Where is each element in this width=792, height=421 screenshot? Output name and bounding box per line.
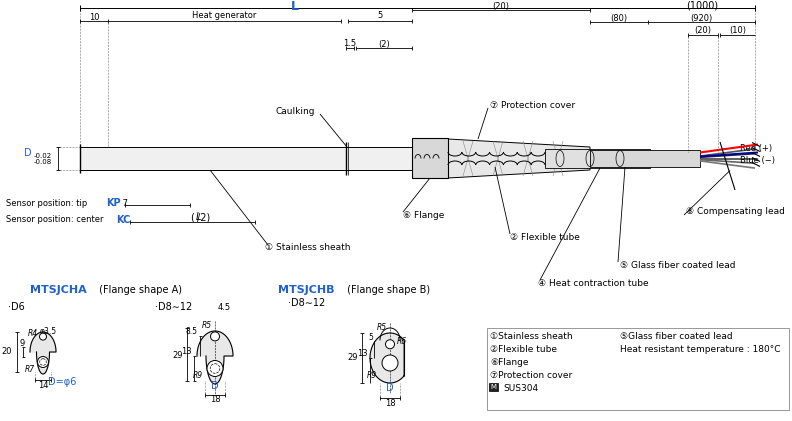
Circle shape — [386, 340, 394, 349]
Text: D=φ6: D=φ6 — [48, 377, 76, 387]
Text: R4: R4 — [28, 330, 38, 338]
Polygon shape — [448, 139, 590, 178]
Text: 5: 5 — [377, 11, 383, 21]
Text: 14: 14 — [38, 381, 48, 389]
Text: 29: 29 — [173, 352, 183, 360]
Text: (920): (920) — [691, 13, 713, 22]
Text: 5: 5 — [368, 333, 373, 341]
Polygon shape — [30, 332, 56, 374]
Text: R9: R9 — [367, 370, 377, 379]
Text: 13: 13 — [181, 347, 192, 357]
Text: Heat resistant temperature : 180°C: Heat resistant temperature : 180°C — [620, 345, 780, 354]
Text: ⑤Glass fiber coated lead: ⑤Glass fiber coated lead — [620, 332, 733, 341]
Text: R9: R9 — [193, 371, 203, 381]
Text: -0.02: -0.02 — [34, 154, 52, 160]
Text: Blue (−): Blue (−) — [740, 155, 775, 165]
Circle shape — [382, 355, 398, 371]
Text: D: D — [25, 149, 32, 158]
Text: 29: 29 — [348, 354, 358, 362]
Text: Caulking: Caulking — [276, 107, 314, 117]
Text: 7: 7 — [120, 198, 128, 208]
Text: (2): (2) — [378, 40, 390, 48]
Text: M: M — [490, 384, 497, 390]
Text: Red (+): Red (+) — [740, 144, 772, 152]
Text: 4.5: 4.5 — [218, 303, 231, 312]
Text: SUS304: SUS304 — [503, 384, 538, 393]
Text: Sensor position: center: Sensor position: center — [6, 216, 104, 224]
Polygon shape — [370, 333, 404, 383]
Text: R6: R6 — [397, 336, 407, 346]
Bar — [412, 138, 448, 178]
Text: φ3.5: φ3.5 — [40, 328, 56, 336]
Bar — [489, 383, 498, 391]
Text: D: D — [386, 383, 394, 393]
Text: (10): (10) — [729, 27, 746, 35]
Text: 1.5: 1.5 — [344, 40, 356, 48]
Text: ⑥ Flange: ⑥ Flange — [403, 210, 444, 219]
Text: KC: KC — [116, 215, 131, 225]
Text: ⑥Flange: ⑥Flange — [490, 358, 528, 367]
Text: ⑦ Protection cover: ⑦ Protection cover — [490, 101, 575, 109]
Text: ·D8∼12: ·D8∼12 — [155, 302, 192, 312]
Text: 18: 18 — [385, 399, 395, 408]
Text: 18: 18 — [210, 395, 220, 405]
Circle shape — [207, 360, 223, 376]
Text: ·D8∼12: ·D8∼12 — [288, 298, 326, 308]
Circle shape — [40, 333, 47, 340]
Text: (80): (80) — [611, 13, 627, 22]
Text: MTSJCHB: MTSJCHB — [278, 285, 334, 295]
Text: 8.5: 8.5 — [186, 328, 198, 336]
Bar — [487, 328, 789, 410]
Text: ① Stainless sheath: ① Stainless sheath — [265, 243, 351, 253]
Text: ④ Heat contraction tube: ④ Heat contraction tube — [538, 279, 649, 288]
Text: (: ( — [190, 213, 194, 223]
Circle shape — [211, 332, 219, 341]
Text: ⑧ Compensating lead: ⑧ Compensating lead — [686, 208, 785, 216]
Text: L: L — [196, 212, 200, 222]
Text: /2): /2) — [197, 213, 211, 223]
Text: 20: 20 — [2, 347, 12, 357]
Text: R7: R7 — [25, 365, 35, 375]
Text: L: L — [291, 0, 299, 13]
Text: 10: 10 — [89, 13, 99, 21]
Text: ⑦Protection cover: ⑦Protection cover — [490, 371, 573, 380]
Text: Heat generator: Heat generator — [192, 11, 257, 21]
Text: 9: 9 — [19, 338, 25, 347]
Text: (Flange shape B): (Flange shape B) — [344, 285, 430, 295]
Bar — [545, 149, 650, 168]
Text: (20): (20) — [695, 27, 711, 35]
Circle shape — [40, 359, 46, 365]
Text: 13: 13 — [357, 349, 368, 359]
Text: ②Flexible tube: ②Flexible tube — [490, 345, 557, 354]
Text: R5: R5 — [202, 322, 212, 330]
Text: D: D — [211, 381, 219, 391]
Text: (1000): (1000) — [687, 0, 718, 10]
Text: R5: R5 — [377, 323, 387, 333]
Bar — [80, 147, 430, 170]
Text: (20): (20) — [493, 2, 509, 11]
Text: ①Stainless sheath: ①Stainless sheath — [490, 332, 573, 341]
Bar — [590, 150, 700, 167]
Text: -0.08: -0.08 — [34, 160, 52, 165]
Polygon shape — [197, 331, 233, 384]
Text: ·D6: ·D6 — [8, 302, 25, 312]
Circle shape — [210, 364, 220, 373]
Text: KP: KP — [106, 198, 120, 208]
Text: ② Flexible tube: ② Flexible tube — [510, 232, 580, 242]
Text: MTSJCHA: MTSJCHA — [30, 285, 87, 295]
Text: ⑤ Glass fiber coated lead: ⑤ Glass fiber coated lead — [620, 261, 736, 269]
Text: Sensor position: tip: Sensor position: tip — [6, 198, 87, 208]
Text: (Flange shape A): (Flange shape A) — [96, 285, 182, 295]
Circle shape — [37, 357, 48, 368]
